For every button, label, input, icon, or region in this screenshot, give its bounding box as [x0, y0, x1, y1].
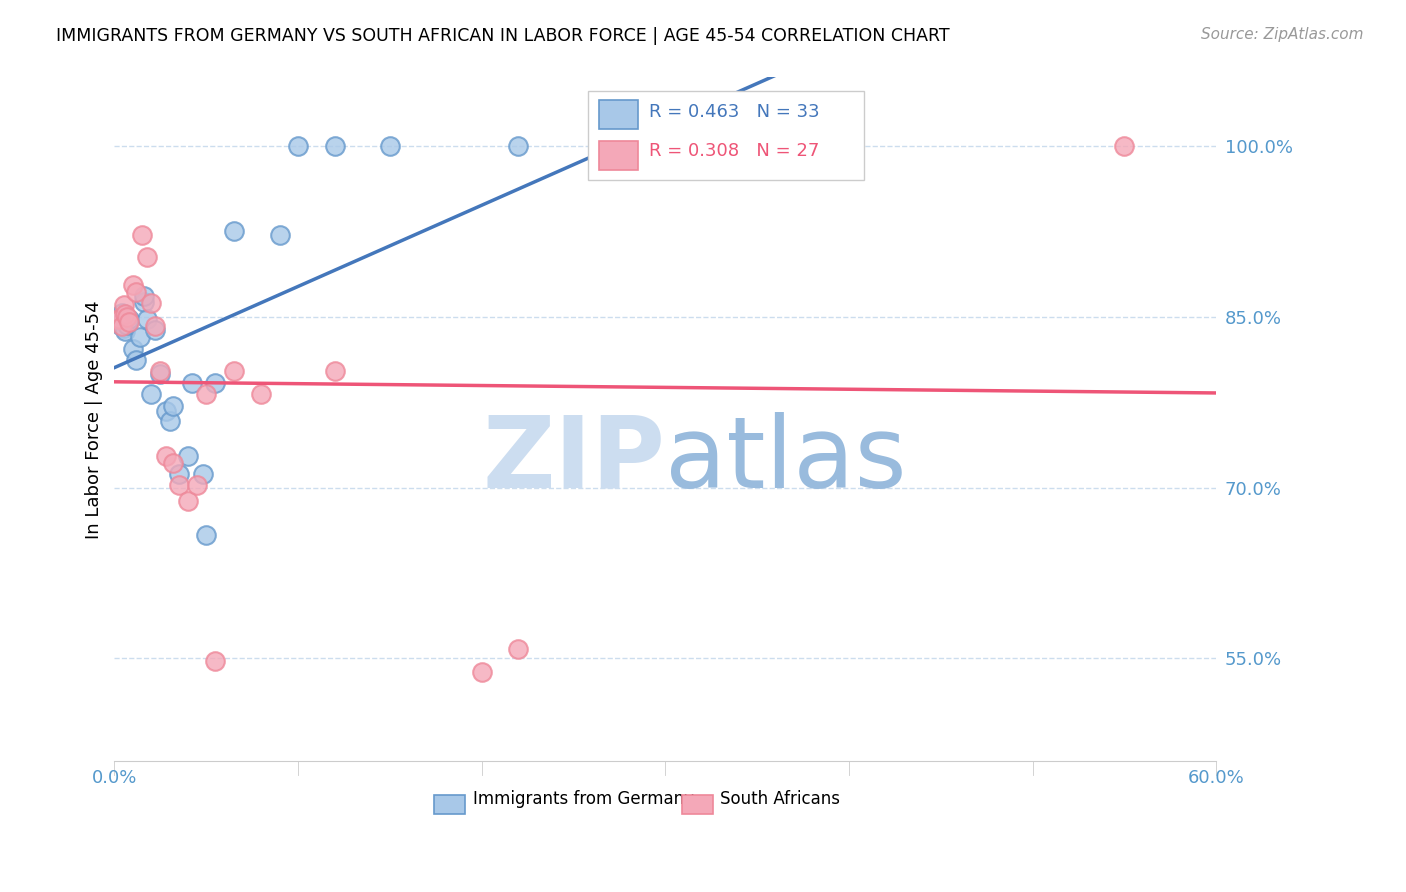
Point [117, 318, 139, 332]
Point [378, 138, 401, 153]
Point [508, 642, 530, 657]
Point [112, 298, 135, 312]
FancyBboxPatch shape [599, 100, 638, 128]
Point [471, 665, 494, 680]
Point [114, 325, 136, 339]
Point [149, 367, 172, 381]
Text: R = 0.463   N = 33: R = 0.463 N = 33 [648, 103, 820, 121]
Point [121, 277, 143, 292]
Point [132, 294, 155, 309]
Text: IMMIGRANTS FROM GERMANY VS SOUTH AFRICAN IN LABOR FORCE | AGE 45-54 CORRELATION : IMMIGRANTS FROM GERMANY VS SOUTH AFRICAN… [56, 27, 950, 45]
Point [118, 315, 141, 329]
Text: South Africans: South Africans [720, 790, 841, 808]
Point [250, 387, 273, 401]
Point [162, 399, 184, 413]
Point [143, 323, 166, 337]
Point [114, 307, 136, 321]
Point [118, 312, 141, 326]
Point [136, 312, 159, 326]
Point [139, 387, 162, 401]
FancyBboxPatch shape [588, 91, 863, 180]
Point [287, 138, 309, 153]
Point [508, 138, 530, 153]
Point [136, 251, 159, 265]
Point [180, 376, 202, 390]
Point [111, 306, 134, 320]
Point [125, 285, 148, 299]
Point [167, 478, 190, 492]
Text: Immigrants from Germany: Immigrants from Germany [472, 790, 693, 808]
Point [195, 528, 218, 542]
Point [195, 387, 218, 401]
Point [186, 478, 208, 492]
Text: Source: ZipAtlas.com: Source: ZipAtlas.com [1201, 27, 1364, 42]
Point [107, 312, 129, 326]
Text: ZIP: ZIP [482, 412, 665, 508]
Point [132, 289, 155, 303]
Text: R = 0.308   N = 27: R = 0.308 N = 27 [648, 143, 820, 161]
Point [139, 296, 162, 310]
Point [149, 364, 172, 378]
Point [107, 312, 129, 326]
Point [112, 312, 135, 326]
Point [108, 318, 131, 332]
Point [108, 312, 131, 326]
Point [129, 330, 152, 344]
Point [111, 318, 134, 333]
Point [167, 467, 190, 481]
Point [162, 456, 184, 470]
Point [177, 494, 200, 508]
Point [143, 318, 166, 333]
Point [155, 449, 177, 463]
Point [159, 415, 181, 429]
Y-axis label: In Labor Force | Age 45-54: In Labor Force | Age 45-54 [86, 300, 103, 539]
FancyBboxPatch shape [599, 141, 638, 169]
Point [131, 227, 153, 242]
Point [177, 449, 200, 463]
Point [155, 404, 177, 418]
Point [222, 224, 245, 238]
Point [783, 138, 806, 153]
Point [125, 353, 148, 368]
Point [323, 364, 346, 378]
Point [112, 321, 135, 335]
FancyBboxPatch shape [682, 795, 713, 814]
FancyBboxPatch shape [434, 795, 465, 814]
Point [204, 654, 226, 668]
Point [1114, 138, 1136, 153]
Point [204, 376, 226, 390]
Point [323, 138, 346, 153]
Point [121, 342, 143, 356]
Text: atlas: atlas [665, 412, 907, 508]
Point [117, 310, 139, 324]
Point [191, 467, 214, 481]
Point [222, 364, 245, 378]
Point [269, 227, 291, 242]
